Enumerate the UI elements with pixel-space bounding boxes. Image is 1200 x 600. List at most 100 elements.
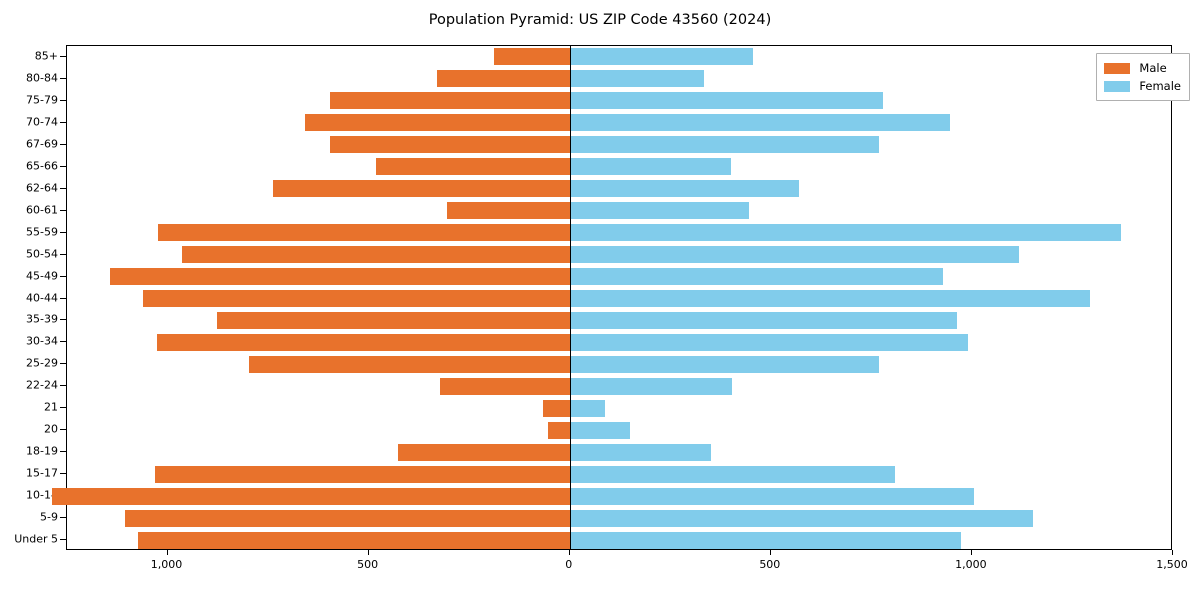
y-tick-mark <box>60 209 66 211</box>
y-tick-label: 35-39 <box>26 312 58 326</box>
y-tick-label: 70-74 <box>26 115 58 129</box>
y-tick-label: 65-66 <box>26 159 58 173</box>
y-tick-label: 40-44 <box>26 291 58 304</box>
y-tick-mark <box>60 341 66 343</box>
y-tick-mark <box>60 143 66 145</box>
bar-male <box>155 465 570 483</box>
bar-male <box>109 268 570 286</box>
y-tick-label: Under 5 <box>14 532 58 546</box>
bar-female <box>569 48 753 66</box>
bar-male <box>543 399 570 417</box>
bar-female <box>569 355 879 373</box>
bar-female <box>569 509 1034 527</box>
bar-female <box>569 70 704 88</box>
legend-swatch-icon <box>1104 62 1131 74</box>
y-tick-mark <box>60 253 66 255</box>
x-tick-label: 1,000 <box>150 558 183 571</box>
bar-female <box>569 290 1091 307</box>
y-tick-mark <box>60 77 66 79</box>
bar-female <box>569 158 731 176</box>
bar-female <box>569 443 711 461</box>
legend: Male Female <box>1096 53 1190 101</box>
bar-male <box>494 48 570 66</box>
bar-female <box>569 246 1020 264</box>
bar-male <box>124 509 570 527</box>
y-tick-mark <box>60 319 66 321</box>
y-tick-label: 30-34 <box>26 334 58 348</box>
bar-male <box>447 202 570 220</box>
y-tick-mark <box>60 55 66 57</box>
y-tick-label: 21 <box>44 400 58 414</box>
y-tick-mark <box>60 407 66 409</box>
bars-layer <box>52 46 1171 549</box>
y-tick-label: 20 <box>44 422 58 436</box>
x-tick-label: 500 <box>357 558 379 571</box>
bar-male <box>398 443 570 461</box>
x-tick-label: 500 <box>759 558 781 571</box>
bar-female <box>569 92 884 110</box>
bar-male <box>158 224 570 242</box>
y-tick-mark <box>60 385 66 387</box>
x-tick-mark <box>1172 550 1173 555</box>
bar-male <box>548 421 570 439</box>
x-tick-label: 0 <box>565 558 573 571</box>
y-tick-label: 18-19 <box>26 444 58 458</box>
bar-male <box>376 158 570 176</box>
bar-female <box>569 377 733 395</box>
y-tick-label: 62-64 <box>26 181 58 195</box>
y-tick-mark <box>60 231 66 233</box>
zero-axis-line <box>569 46 571 549</box>
y-tick-mark <box>60 451 66 453</box>
bar-female <box>569 224 1121 242</box>
y-tick-label: 50-54 <box>26 247 58 261</box>
bar-female <box>569 487 975 505</box>
bar-male <box>437 70 570 88</box>
bar-female <box>569 180 800 198</box>
y-tick-mark <box>60 165 66 167</box>
chart-title: Population Pyramid: US ZIP Code 43560 (2… <box>428 12 772 28</box>
bar-female <box>569 531 961 549</box>
plot-area <box>52 45 1172 550</box>
bar-female <box>569 465 895 483</box>
y-tick-mark <box>60 297 66 299</box>
y-tick-label: 60-61 <box>26 203 58 217</box>
bar-male <box>52 487 570 505</box>
bar-female <box>569 202 750 220</box>
y-tick-mark <box>60 121 66 123</box>
y-tick-label: 10-14 <box>26 488 58 502</box>
y-tick-mark <box>60 517 66 519</box>
y-tick-label: 22-24 <box>26 378 58 392</box>
y-tick-label: 85+ <box>34 49 58 63</box>
x-tick-mark <box>970 550 972 555</box>
y-tick-label: 55-59 <box>26 225 58 239</box>
x-tick-mark <box>367 550 369 555</box>
legend-label: Female <box>1139 79 1181 93</box>
x-tick-label: 1,000 <box>955 558 987 571</box>
bar-male <box>138 531 570 549</box>
x-tick-label: 1,500 <box>1156 558 1188 571</box>
bar-female <box>569 421 631 439</box>
legend-swatch-icon <box>1104 80 1131 92</box>
bar-male <box>329 136 570 154</box>
bar-male <box>305 114 570 132</box>
bar-female <box>569 311 957 329</box>
bar-male <box>157 333 570 351</box>
y-tick-mark <box>60 429 66 431</box>
bar-male <box>329 92 570 110</box>
y-tick-label: 67-69 <box>26 137 58 151</box>
y-tick-mark <box>60 99 66 101</box>
bar-male <box>440 377 570 395</box>
legend-item[interactable]: Male <box>1104 59 1181 77</box>
y-tick-label: 15-17 <box>26 466 58 480</box>
bar-male <box>181 246 570 264</box>
y-tick-mark <box>60 473 66 475</box>
bar-female <box>569 333 968 351</box>
bar-male <box>142 290 570 307</box>
y-tick-label: 45-49 <box>26 269 58 283</box>
bar-female <box>569 399 605 417</box>
y-tick-label: 80-84 <box>26 71 58 85</box>
legend-item[interactable]: Female <box>1104 77 1181 95</box>
y-tick-mark <box>60 275 66 277</box>
y-tick-label: 75-79 <box>26 93 58 107</box>
